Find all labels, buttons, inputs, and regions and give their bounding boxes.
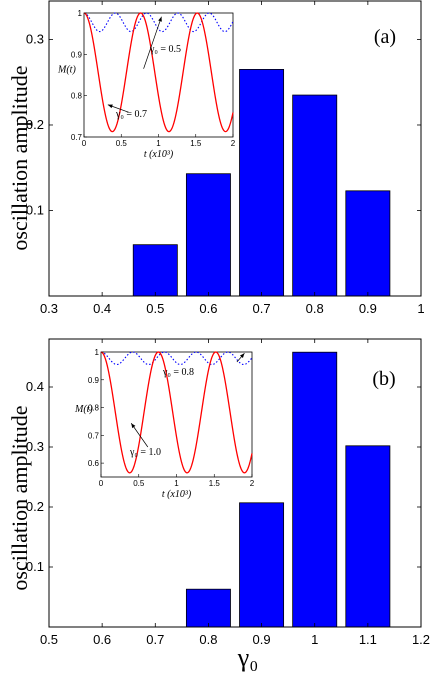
inset-series-line bbox=[83, 12, 234, 33]
inset-y-tick-label: 0.6 bbox=[88, 459, 100, 468]
x-tick-label: 1 bbox=[311, 632, 318, 647]
annotation-arrowhead bbox=[239, 353, 245, 359]
bar bbox=[292, 94, 338, 297]
annotation-arrowhead bbox=[107, 104, 113, 109]
x-tick-label: 0.7 bbox=[146, 632, 164, 647]
x-tick-label: 0.3 bbox=[40, 301, 58, 316]
inset-y-tick-label: 1 bbox=[78, 9, 83, 18]
inset-x-tick-label: 2 bbox=[231, 139, 236, 148]
inset-y-tick-label: 0.9 bbox=[71, 50, 83, 59]
x-tick-label: 0.9 bbox=[359, 301, 377, 316]
bar bbox=[185, 588, 231, 628]
x-tick-label: 1.1 bbox=[359, 632, 377, 647]
x-tick-label: 0.6 bbox=[93, 632, 111, 647]
inset-x-tick-label: 1 bbox=[174, 479, 179, 488]
annotation-arrow bbox=[130, 423, 149, 448]
x-tick-label: 0.8 bbox=[199, 632, 217, 647]
inset-x-label: t (x10³) bbox=[162, 489, 192, 500]
inset-frame bbox=[100, 351, 253, 478]
inset-x-tick-label: 1 bbox=[156, 139, 161, 148]
annotation-label: γ₀ = 1.0 bbox=[129, 447, 161, 458]
annotation-label: γ₀ = 0.7 bbox=[115, 109, 147, 120]
inset-x-tick-label: 0.5 bbox=[133, 479, 145, 488]
inset-y-label: M(t) bbox=[74, 404, 93, 415]
inset-x-tick-label: 2 bbox=[250, 479, 255, 488]
inset-x-tick-label: 0 bbox=[99, 479, 104, 488]
inset-y-tick-label: 0.7 bbox=[71, 133, 83, 142]
x-tick-label: 1 bbox=[417, 301, 424, 316]
x-tick-label: 0.5 bbox=[146, 301, 164, 316]
x-tick-label: 0.6 bbox=[199, 301, 217, 316]
x-tick-label: 0.9 bbox=[253, 632, 271, 647]
inset-x-tick-label: 1.5 bbox=[209, 479, 221, 488]
inset-y-tick-label: 0.8 bbox=[71, 92, 83, 101]
x-tick-label: 0.4 bbox=[93, 301, 111, 316]
x-tick-label: 0.8 bbox=[306, 301, 324, 316]
inset-y-tick-label: 0.7 bbox=[88, 431, 100, 440]
inset-b: 0 0.5 1 1.5 20.60.70.80.91t (x10³)M(t)γ₀ = 0… bbox=[74, 348, 255, 500]
y-tick-label: 0.3 bbox=[26, 31, 44, 46]
panel-a: 0.3 0.4 0.5 0.6 0.7 0.8 0.9 1 0.1 0.2 0.3 (a) 0 0.5 1 1… bbox=[26, 0, 425, 316]
bar bbox=[185, 173, 231, 297]
panel-b: 0.5 0.6 0.7 0.8 0.9 1 1.1 1.2 0.1 0.2 0.3 0.4 (b) 0 0.… bbox=[26, 338, 430, 647]
y-tick-label: 0.3 bbox=[26, 439, 44, 454]
inset-x-tick-label: 1.5 bbox=[190, 139, 202, 148]
x-axis-label: γ₀ bbox=[237, 643, 259, 672]
inset-x-tick-label: 0.5 bbox=[116, 139, 128, 148]
bar bbox=[345, 190, 391, 297]
annotation-arrowhead bbox=[131, 423, 136, 429]
inset-a: 0 0.5 1 1.5 20.70.80.91t (x10³)M(t)γ₀ = 0.5γ… bbox=[57, 9, 236, 160]
bar bbox=[239, 69, 285, 297]
x-tick-label: 1.2 bbox=[412, 632, 430, 647]
panel-label: (a) bbox=[374, 26, 396, 48]
y-axis-label-a: oscillation amplitude bbox=[7, 65, 32, 250]
axes-frame-a bbox=[48, 0, 422, 297]
bar bbox=[345, 445, 391, 628]
inset-y-tick-label: 1 bbox=[95, 348, 100, 357]
y-tick-label: 0.2 bbox=[26, 117, 44, 132]
inset-y-tick-label: 0.8 bbox=[88, 404, 100, 413]
inset-y-tick-label: 0.9 bbox=[88, 376, 100, 385]
y-tick-label: 0.1 bbox=[26, 559, 44, 574]
annotation-label: γ₀ = 0.5 bbox=[149, 44, 181, 55]
axes-frame-b bbox=[48, 338, 422, 628]
inset-x-tick-label: 0 bbox=[82, 139, 87, 148]
y-tick-label: 0.4 bbox=[26, 379, 44, 394]
x-tick-label: 0.7 bbox=[253, 301, 271, 316]
annotation-label: γ₀ = 0.8 bbox=[162, 367, 194, 378]
y-tick-label: 0.1 bbox=[26, 202, 44, 217]
y-tick-label: 0.2 bbox=[26, 499, 44, 514]
inset-series-line bbox=[100, 351, 253, 366]
inset-series-line bbox=[100, 351, 253, 474]
bar bbox=[292, 351, 338, 628]
y-axis-label-b: oscillation amplitude bbox=[7, 405, 32, 590]
annotation-arrowhead bbox=[158, 16, 162, 22]
annotation-arrow bbox=[143, 16, 162, 69]
bar bbox=[132, 244, 178, 297]
inset-series-line bbox=[83, 12, 234, 133]
bar bbox=[239, 502, 285, 628]
panel-label: (b) bbox=[372, 368, 395, 390]
inset-x-label: t (x10³) bbox=[144, 149, 174, 160]
x-tick-label: 0.5 bbox=[40, 632, 58, 647]
inset-y-label: M(t) bbox=[57, 65, 76, 76]
